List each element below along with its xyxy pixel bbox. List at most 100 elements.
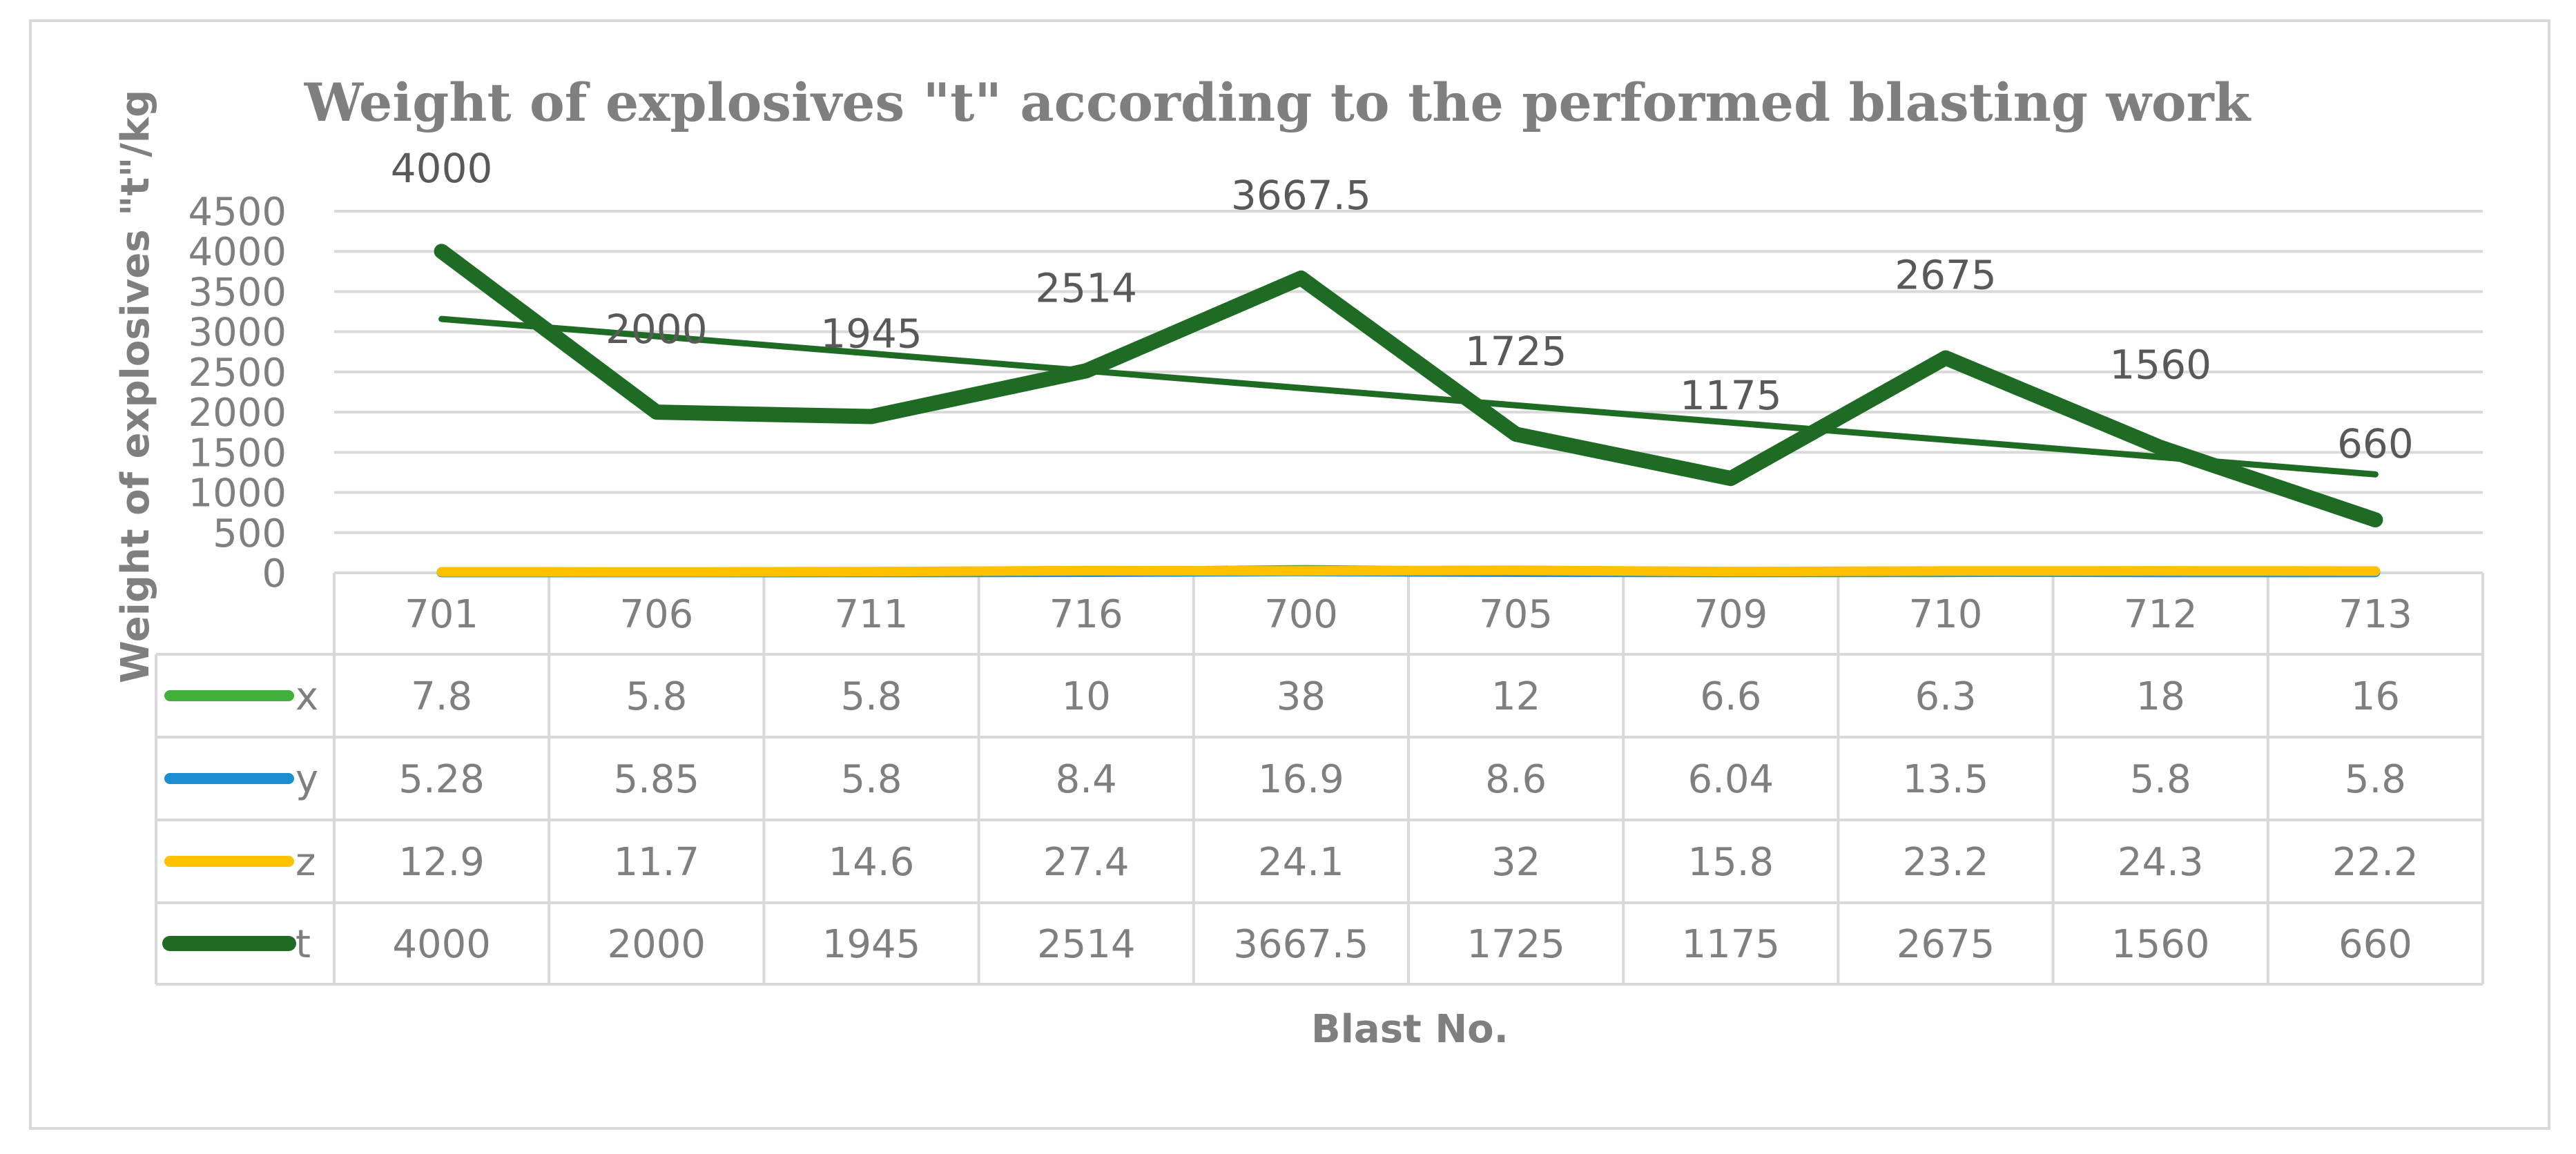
data-point-t [655,411,657,413]
table-cell-y: 5.8 [840,757,902,802]
table-cell-x: 38 [1277,674,1326,719]
y-tick-label: 3000 [188,311,287,355]
y-tick-label: 1000 [188,471,287,516]
x-axis-title: Blast No. [1311,1007,1509,1052]
legend-label-y: y [296,757,318,802]
data-point-z [655,571,657,573]
table-cell-t: 4000 [392,922,491,967]
table-cell-y: 6.04 [1687,757,1774,802]
data-label-t: 3667.5 [1231,172,1371,219]
data-point-t [440,251,443,253]
table-cell-x: 7.8 [411,674,472,719]
table-cell-t: 3667.5 [1233,922,1368,967]
data-point-z [2374,570,2376,572]
table-cell-t: 1175 [1682,922,1781,967]
table-cell-z: 11.7 [613,840,699,885]
table-cell-y: 8.6 [1485,757,1547,802]
data-point-z [2160,570,2162,572]
data-point-z [1085,569,1087,571]
x-category-label: 711 [835,592,909,637]
y-tick-label: 2000 [188,391,287,436]
data-point-t [2160,447,2162,449]
legend-label-x: x [296,674,318,719]
y-axis-title: Weight of explosives "t"/kg [113,90,158,683]
legend-label-t: t [296,922,311,967]
series-line-z [436,565,2381,577]
table-cell-z: 24.3 [2118,840,2204,885]
table-cell-z: 22.2 [2332,840,2419,885]
data-label-t: 1945 [820,311,922,358]
x-category-label: 709 [1694,592,1768,637]
table-cell-y: 5.28 [398,757,485,802]
data-point-z [1515,569,1517,571]
data-label-t: 4000 [391,145,493,192]
x-category-label: 705 [1479,592,1553,637]
y-tick-label: 500 [213,511,287,556]
table-cell-y: 5.8 [2130,757,2191,802]
x-category-label: 710 [1909,592,1983,637]
table-cell-x: 6.3 [1915,674,1976,719]
data-label-t: 2675 [1895,252,1997,299]
table-cell-x: 10 [1062,674,1111,719]
table-cell-t: 2675 [1897,922,1995,967]
table-cell-t: 2514 [1037,922,1136,967]
table-cell-t: 1725 [1466,922,1565,967]
series-line-t [434,244,2383,528]
table-cell-z: 15.8 [1687,840,1774,885]
table-cell-x: 18 [2136,674,2185,719]
table-cell-z: 24.1 [1258,840,1344,885]
data-point-z [1945,570,1946,572]
y-tick-label: 4500 [188,190,287,235]
trendline [438,315,2379,478]
table-cell-t: 660 [2338,922,2412,967]
table-cell-y: 5.85 [613,757,699,802]
x-category-label: 700 [1264,592,1338,637]
y-tick-label: 4000 [188,230,287,275]
table-cell-y: 13.5 [1903,757,1989,802]
table-cell-z: 32 [1491,840,1540,885]
data-label-t: 1175 [1680,372,1782,419]
x-category-label: 712 [2124,592,2198,637]
data-label-t: 2000 [606,306,708,353]
data-point-t [1945,357,1946,359]
y-tick-label: 0 [262,551,287,596]
table-cell-t: 2000 [608,922,706,967]
table-cell-z: 27.4 [1043,840,1130,885]
y-tick-label: 1500 [188,431,287,476]
table-cell-z: 14.6 [829,840,915,885]
table-cell-x: 6.6 [1700,674,1761,719]
x-category-label: 713 [2338,592,2412,637]
legend-label-z: z [296,840,316,885]
table-cell-x: 5.8 [626,674,687,719]
table-cell-z: 23.2 [1903,840,1989,885]
y-tick-label: 3500 [188,270,287,315]
data-label-t: 1725 [1465,328,1567,375]
data-point-t [2374,519,2376,521]
data-point-z [1730,571,1732,573]
table-cell-x: 12 [1491,674,1540,719]
data-table: 701 706 711 716 700 705 709 710 712 713 x 7.8 5.8 5.8… [155,571,2484,986]
table-cell-y: 5.8 [2345,757,2406,802]
data-point-t [1515,433,1517,436]
y-tick-label: 2500 [188,351,287,395]
data-point-z [440,571,443,573]
x-category-label: 701 [405,592,478,637]
table-cell-y: 8.4 [1056,757,1117,802]
table-cell-y: 16.9 [1258,757,1344,802]
data-point-t [1730,478,1732,480]
table-cell-t: 1560 [2111,922,2210,967]
table-cell-x: 5.8 [840,674,902,719]
table-cell-x: 16 [2351,674,2400,719]
table-cell-z: 12.9 [398,840,485,885]
table-cell-t: 1945 [822,922,921,967]
data-point-z [1300,570,1302,572]
data-point-z [871,571,872,573]
data-label-t: 2514 [1035,264,1137,311]
data-labels: 4000 2000 1945 2514 3667.5 1725 1175 2675 1560 66… [391,145,2414,467]
chart-title: Weight of explosives "t" according to th… [304,72,2251,133]
data-point-t [871,415,872,418]
plot-area [434,244,2383,578]
x-category-label: 706 [619,592,693,637]
